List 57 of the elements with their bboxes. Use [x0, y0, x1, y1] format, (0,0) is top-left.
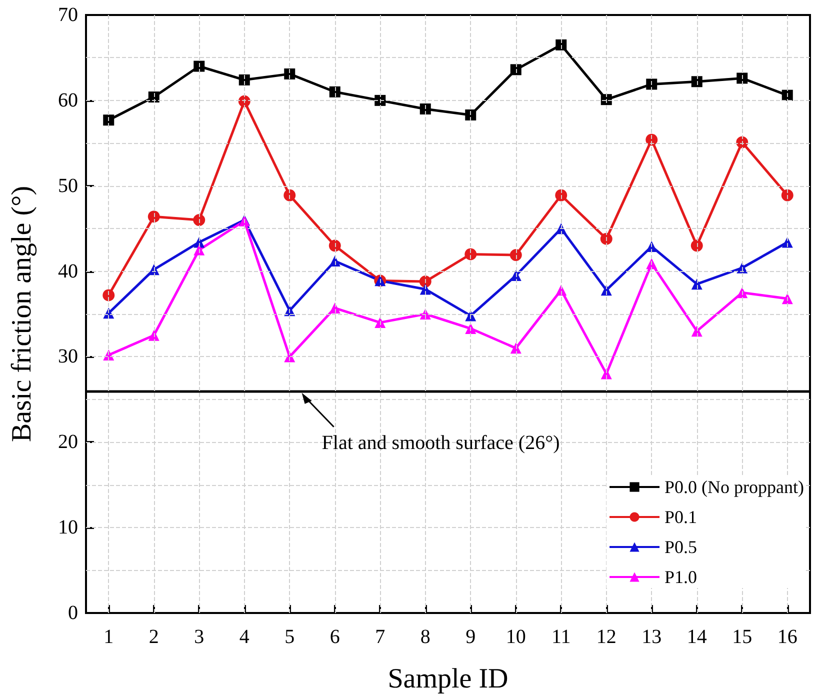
x-tick-label: 4	[239, 626, 250, 648]
point	[465, 109, 476, 120]
y-tick-label: 0	[68, 602, 78, 624]
legend-label: P0.0 (No proppant)	[664, 477, 804, 497]
point	[328, 240, 341, 252]
x-tick-label: 6	[330, 626, 340, 648]
x-tick-label: 9	[466, 626, 476, 648]
point	[238, 74, 250, 86]
x-tick-label: 16	[777, 626, 798, 648]
y-axis-title: Basic friction angle (°)	[6, 186, 38, 442]
x-tick-label: 13	[642, 626, 662, 648]
x-tick-label: 1	[104, 626, 114, 648]
point	[102, 289, 115, 302]
x-tick-label: 3	[194, 626, 204, 648]
point	[646, 78, 658, 90]
point	[691, 76, 702, 88]
y-tick-label: 30	[58, 346, 78, 368]
y-tick-label: 50	[58, 174, 78, 197]
point	[284, 189, 296, 202]
point	[781, 189, 794, 202]
point	[555, 189, 568, 202]
point	[420, 103, 431, 114]
point	[148, 210, 160, 223]
y-tick-label: 40	[58, 260, 78, 282]
point	[736, 72, 748, 84]
point	[148, 330, 160, 341]
y-tick-label: 20	[58, 431, 78, 454]
ref-line-label: Flat and smooth surface (26°)	[322, 432, 560, 454]
x-axis-title: Sample ID	[388, 664, 508, 694]
point	[194, 60, 205, 72]
point	[556, 39, 567, 50]
point	[690, 240, 703, 252]
x-tick-label: 7	[375, 626, 386, 648]
x-tick-label: 15	[732, 626, 752, 648]
x-tick-label: 12	[596, 626, 616, 648]
point	[103, 114, 114, 126]
y-tick-label: 60	[58, 89, 78, 112]
y-tick-label: 10	[58, 516, 78, 539]
legend-label: P1.0	[664, 567, 698, 587]
x-tick-label: 10	[506, 626, 526, 648]
point	[194, 244, 205, 256]
point	[464, 248, 477, 260]
point	[329, 86, 340, 98]
point	[284, 68, 296, 80]
point	[510, 249, 522, 262]
x-tick-label: 2	[148, 626, 159, 648]
legend-label: P0.5	[664, 537, 698, 557]
legend-label: P0.1	[664, 507, 698, 527]
point	[600, 232, 612, 245]
y-tick-label: 70	[58, 4, 78, 26]
x-tick-label: 11	[551, 626, 571, 648]
point	[193, 214, 206, 226]
point	[600, 368, 612, 380]
x-tick-label: 14	[686, 626, 707, 648]
point	[510, 64, 522, 76]
x-tick-label: 8	[420, 626, 430, 648]
x-tick-label: 5	[284, 626, 295, 648]
